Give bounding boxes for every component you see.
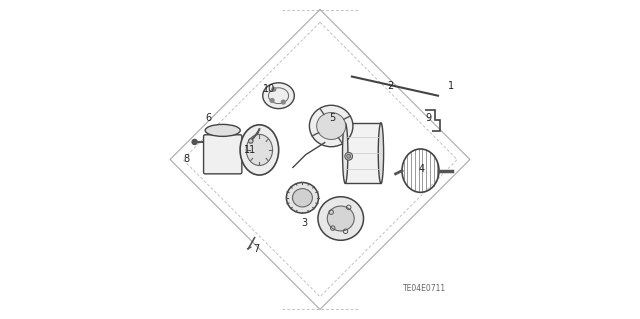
Bar [345, 123, 381, 183]
Circle shape [347, 154, 351, 158]
Ellipse shape [286, 182, 319, 213]
Ellipse shape [318, 197, 364, 240]
Text: 9: 9 [426, 113, 431, 123]
Ellipse shape [327, 206, 354, 231]
Circle shape [272, 87, 276, 91]
Ellipse shape [240, 125, 278, 175]
Text: 10: 10 [263, 84, 275, 94]
Text: 7: 7 [253, 244, 259, 254]
Circle shape [192, 139, 197, 145]
Ellipse shape [378, 123, 383, 183]
Ellipse shape [205, 124, 240, 137]
Circle shape [248, 139, 253, 143]
Text: 3: 3 [301, 218, 307, 228]
Circle shape [345, 152, 353, 160]
Text: 1: 1 [448, 81, 454, 91]
Ellipse shape [342, 123, 348, 183]
Text: 2: 2 [387, 81, 394, 91]
Circle shape [282, 100, 285, 104]
Ellipse shape [246, 134, 273, 166]
Text: 5: 5 [330, 113, 336, 123]
Ellipse shape [292, 189, 312, 207]
Text: 11: 11 [244, 145, 256, 155]
Text: TE04E0711: TE04E0711 [403, 285, 446, 293]
Circle shape [270, 99, 274, 102]
FancyBboxPatch shape [204, 135, 242, 174]
Text: 4: 4 [419, 164, 425, 174]
Ellipse shape [263, 83, 294, 108]
Text: 6: 6 [205, 113, 211, 123]
Ellipse shape [317, 113, 346, 139]
Ellipse shape [309, 105, 353, 147]
Text: 8: 8 [183, 154, 189, 165]
